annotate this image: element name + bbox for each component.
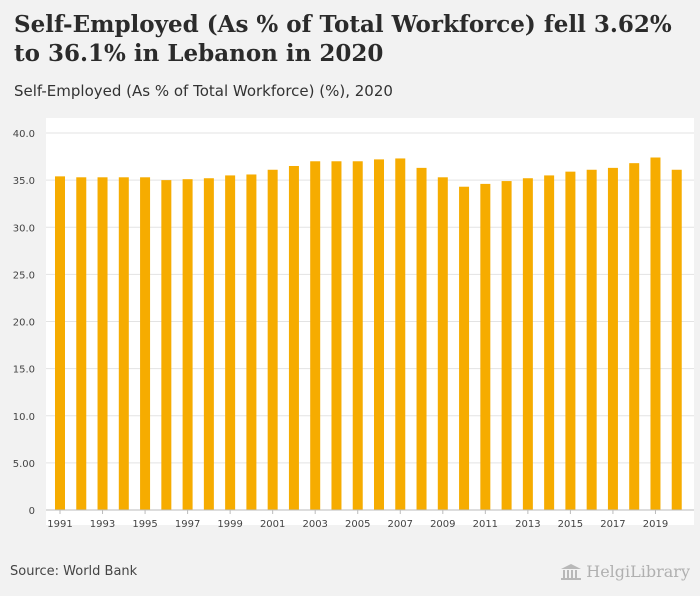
bar xyxy=(76,177,87,511)
bar xyxy=(246,174,257,510)
bar xyxy=(352,161,363,510)
chart-subtitle: Self-Employed (As % of Total Workforce) … xyxy=(14,82,393,100)
bar xyxy=(565,171,576,510)
bar xyxy=(671,169,682,510)
bar xyxy=(522,178,533,511)
x-tick-label: 2009 xyxy=(430,519,455,530)
bar xyxy=(501,181,512,510)
bar xyxy=(586,169,597,510)
x-tick-label: 1999 xyxy=(217,519,242,530)
x-tick-label: 2019 xyxy=(643,519,668,530)
chart-title: Self-Employed (As % of Total Workforce) … xyxy=(14,11,672,67)
y-tick-label: 10.0 xyxy=(13,412,35,423)
helgilibrary-logo: HelgiLibrary xyxy=(560,562,690,581)
bar xyxy=(459,186,470,510)
y-tick-label: 35.0 xyxy=(13,176,35,187)
x-tick-label: 1993 xyxy=(90,519,115,530)
bar xyxy=(650,157,661,510)
library-building-icon xyxy=(561,563,582,580)
bar xyxy=(480,183,491,510)
bar xyxy=(544,175,555,510)
y-tick-label: 20.0 xyxy=(13,318,35,329)
bar xyxy=(288,165,299,511)
bar xyxy=(97,177,108,511)
bar xyxy=(310,161,321,510)
x-tick-label: 2001 xyxy=(260,519,285,530)
bar xyxy=(267,169,278,510)
bar xyxy=(607,167,618,510)
bar xyxy=(331,161,342,510)
bar xyxy=(374,159,384,510)
bar xyxy=(629,163,640,510)
bar xyxy=(55,176,65,511)
x-tick-label: 2005 xyxy=(345,519,370,530)
x-tick-label: 1997 xyxy=(175,519,200,530)
y-tick-label: 5.00 xyxy=(13,459,35,470)
y-tick-label: 30.0 xyxy=(13,223,35,234)
bar xyxy=(182,179,193,510)
y-tick-label: 25.0 xyxy=(13,270,35,281)
x-tick-label: 2013 xyxy=(515,519,540,530)
bar xyxy=(203,178,214,511)
y-tick-label: 0 xyxy=(29,506,35,517)
x-tick-label: 1995 xyxy=(132,519,157,530)
x-tick-label: 2011 xyxy=(473,519,498,530)
x-tick-label: 2015 xyxy=(558,519,583,530)
bar xyxy=(437,177,448,511)
x-tick-label: 2003 xyxy=(302,519,327,530)
y-tick-label: 15.0 xyxy=(13,365,35,376)
bar xyxy=(416,167,427,510)
source-note: Source: World Bank xyxy=(10,564,138,579)
bar xyxy=(161,180,172,510)
x-tick-label: 2017 xyxy=(600,519,625,530)
bar xyxy=(118,177,129,511)
y-tick-label: 40.0 xyxy=(13,129,35,140)
x-tick-label: 1991 xyxy=(47,519,72,530)
x-tick-label: 2007 xyxy=(388,519,413,530)
bar xyxy=(225,175,236,510)
logo-text: HelgiLibrary xyxy=(586,562,690,581)
bar xyxy=(140,177,151,511)
bar xyxy=(395,158,406,510)
